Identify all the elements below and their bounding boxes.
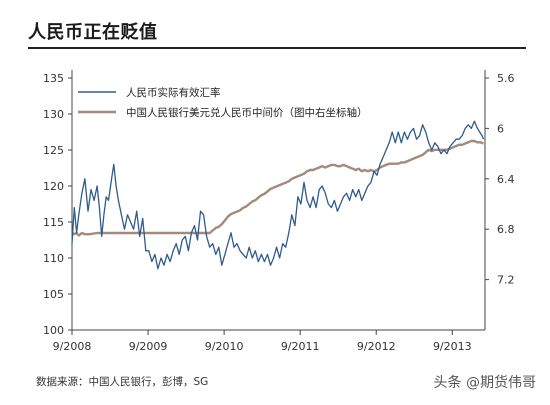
left-tick-label: 125 [43, 144, 64, 157]
left-tick-label: 135 [43, 72, 64, 85]
x-tick-label: 9/2013 [433, 340, 472, 353]
chart-series [71, 120, 485, 270]
left-tick-label: 120 [43, 180, 64, 193]
x-tick-label: 9/2008 [53, 340, 92, 353]
watermark: 头条 @期货伟哥 [433, 375, 536, 391]
right-tick-label: 6.4 [497, 173, 515, 186]
right-tick-label: 5.6 [497, 72, 515, 85]
title-divider [28, 47, 526, 49]
legend-label: 人民币实际有效汇率 [126, 86, 221, 99]
series-line-reer [71, 120, 485, 270]
x-tick-label: 9/2012 [357, 340, 396, 353]
left-tick-label: 105 [43, 288, 64, 301]
right-tick-label: 7.2 [497, 274, 515, 287]
left-tick-label: 130 [43, 108, 64, 121]
x-tick-label: 9/2010 [205, 340, 244, 353]
chart-axes: 100 105 110 115 120 125 130 135 5.6 6 6.4 6.8 7.2 9/2… [43, 70, 515, 353]
x-tick-label: 9/2011 [281, 340, 320, 353]
right-tick-label: 6.8 [497, 223, 515, 236]
left-tick-label: 115 [43, 216, 64, 229]
left-tick-label: 100 [43, 324, 64, 337]
source-note: 数据来源：中国人民银行，彭博，SG [36, 376, 209, 388]
page-title: 人民币正在贬值 [28, 22, 158, 43]
right-tick-label: 6 [497, 122, 504, 135]
left-tick-label: 110 [43, 252, 64, 265]
legend-label: 中国人民银行美元兑人民币中间价（图中右坐标轴） [126, 106, 368, 119]
series-line-usd-cny [71, 139, 484, 237]
x-tick-label: 9/2009 [129, 340, 168, 353]
